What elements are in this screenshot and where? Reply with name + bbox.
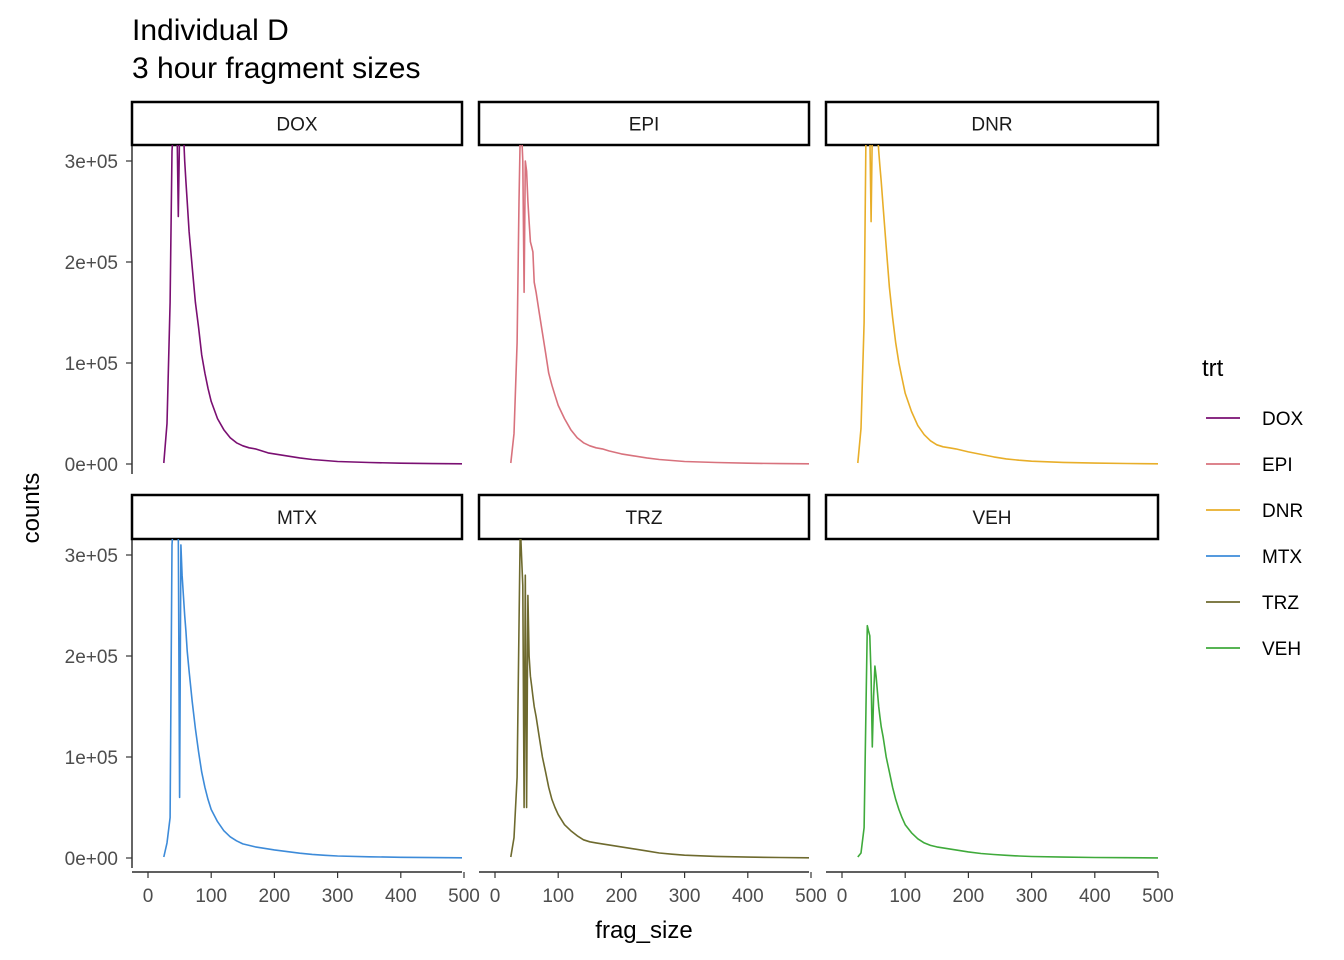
legend-label-dnr: DNR bbox=[1262, 501, 1303, 522]
x-tick-label: 0 bbox=[490, 886, 501, 907]
x-tick-label: 400 bbox=[732, 886, 764, 907]
x-tick-label: 300 bbox=[1016, 886, 1048, 907]
legend-label-mtx: MTX bbox=[1262, 547, 1302, 568]
series-line-veh bbox=[857, 624, 1158, 859]
x-tick-label: 200 bbox=[259, 886, 291, 907]
x-tick-label: 400 bbox=[1079, 886, 1111, 907]
series-line-trz bbox=[510, 539, 809, 859]
y-tick-label: 2e+05 bbox=[65, 647, 118, 668]
y-tick-label: 1e+05 bbox=[65, 748, 118, 769]
x-tick-label: 100 bbox=[195, 886, 227, 907]
legend-label-trz: TRZ bbox=[1262, 593, 1299, 614]
x-tick-label: 100 bbox=[889, 886, 921, 907]
facet-strip bbox=[130, 493, 464, 541]
x-tick-label: 500 bbox=[448, 886, 480, 907]
facet-strip-label: DOX bbox=[276, 115, 318, 136]
facet-strip-label: TRZ bbox=[626, 508, 663, 529]
facet-strip bbox=[477, 493, 811, 541]
chart-title-line1: Individual D bbox=[132, 14, 289, 47]
x-tick-label: 0 bbox=[143, 886, 154, 907]
chart-title-line2: 3 hour fragment sizes bbox=[132, 52, 420, 85]
facet-panel-epi: EPI bbox=[477, 100, 811, 465]
facet-panel-trz: TRZ 0 100 200 300 400 500 bbox=[477, 493, 827, 907]
facet-strip bbox=[824, 100, 1160, 147]
x-axis-title: frag_size bbox=[595, 917, 692, 944]
x-tick-label: 500 bbox=[795, 886, 827, 907]
x-tick-label: 200 bbox=[606, 886, 638, 907]
y-tick-label: 0e+00 bbox=[65, 849, 118, 870]
facet-strip-label: EPI bbox=[629, 115, 660, 136]
facet-panel-veh: VEH 0 100 200 300 400 500 bbox=[824, 493, 1174, 907]
y-tick-label: 0e+00 bbox=[65, 455, 118, 476]
facet-panels: DOX 0e+00 1e+05 2e+05 3e+05 EPI DNR MTX 0e+00 1e+… bbox=[65, 100, 1174, 907]
legend-label-veh: VEH bbox=[1262, 639, 1301, 660]
facet-strip bbox=[824, 493, 1160, 541]
y-axis-title: counts bbox=[18, 473, 45, 544]
x-tick-label: 0 bbox=[837, 886, 848, 907]
x-tick-label: 500 bbox=[1142, 886, 1174, 907]
facet-strip-label: VEH bbox=[972, 508, 1011, 529]
facet-panel-mtx: MTX 0e+00 1e+05 2e+05 3e+05 0 100 200 300 400 500 bbox=[65, 493, 480, 907]
x-tick-label: 200 bbox=[953, 886, 985, 907]
series-line-dnr bbox=[857, 145, 1158, 465]
facet-strip bbox=[130, 100, 464, 147]
y-tick-label: 2e+05 bbox=[65, 253, 118, 274]
y-tick-label: 3e+05 bbox=[65, 152, 118, 173]
facet-strip-label: MTX bbox=[277, 508, 317, 529]
facet-strip-label: DNR bbox=[971, 115, 1012, 136]
legend-title: trt bbox=[1202, 355, 1224, 382]
facet-strip bbox=[477, 100, 811, 147]
series-line-dox bbox=[163, 145, 462, 465]
x-tick-label: 300 bbox=[322, 886, 354, 907]
x-tick-label: 100 bbox=[542, 886, 574, 907]
facet-panel-dox: DOX 0e+00 1e+05 2e+05 3e+05 bbox=[65, 100, 464, 476]
facet-panel-dnr: DNR bbox=[824, 100, 1160, 465]
legend-label-dox: DOX bbox=[1262, 409, 1304, 430]
x-tick-label: 400 bbox=[385, 886, 417, 907]
y-tick-label: 1e+05 bbox=[65, 354, 118, 375]
legend: trt DOX EPI DNR MTX TRZ VEH bbox=[1202, 355, 1304, 660]
y-tick-label: 3e+05 bbox=[65, 546, 118, 567]
series-line-mtx bbox=[163, 539, 462, 859]
series-line-epi bbox=[510, 145, 809, 465]
x-tick-label: 300 bbox=[669, 886, 701, 907]
legend-label-epi: EPI bbox=[1262, 455, 1293, 476]
